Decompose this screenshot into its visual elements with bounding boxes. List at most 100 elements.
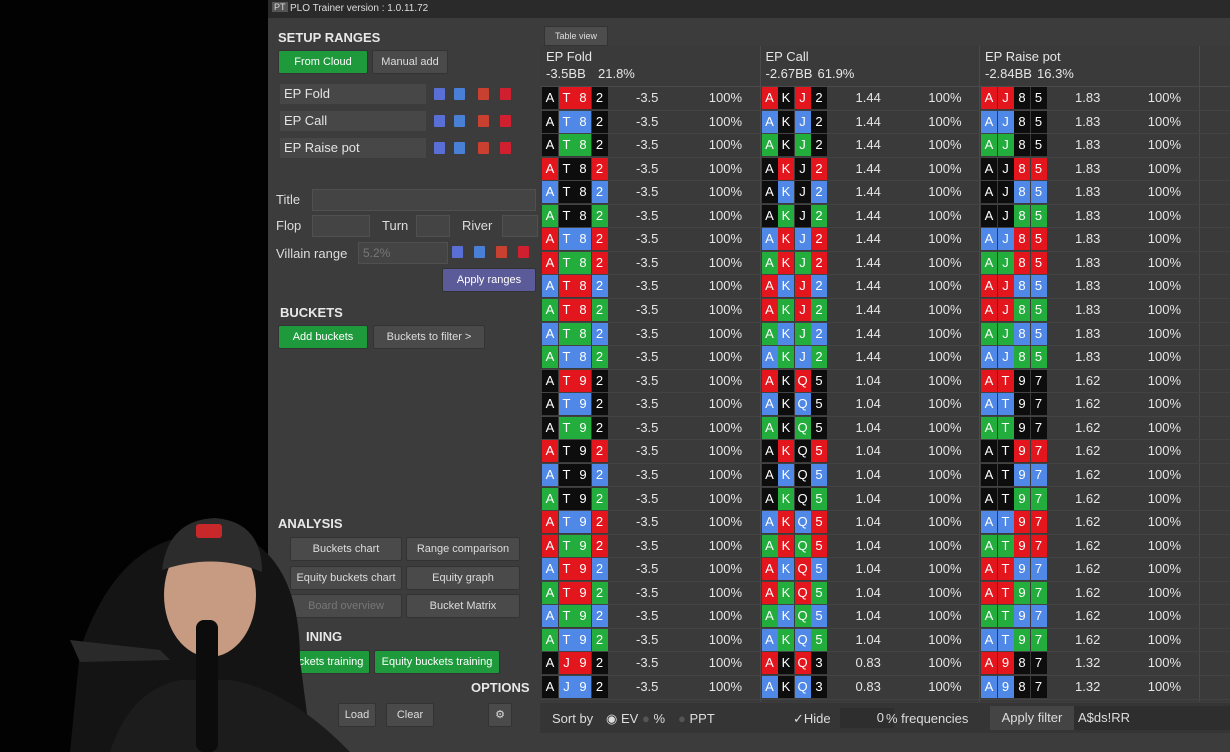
card: A [981,511,997,534]
load-button[interactable]: Load [338,703,376,727]
card: 7 [1030,463,1047,486]
frequency: 100% [928,584,962,600]
villain-icon[interactable] [474,246,485,258]
radio[interactable]: ● PPT [678,711,715,726]
analysis-button[interactable]: Equity buckets chart [290,566,402,590]
range-item[interactable]: EP Call [280,111,426,131]
range-icon[interactable] [434,88,445,100]
card: A [981,228,997,251]
card: A [542,204,558,227]
frequency: 100% [1147,372,1181,388]
checkbox[interactable]: ✓Hide [793,711,831,726]
range-icon[interactable] [434,142,445,154]
training-button[interactable]: Equity buckets training [374,650,500,674]
analysis-button[interactable]: Board overview [290,594,402,618]
ev-value: -3.5 [636,278,659,294]
ev-value: -3.5 [636,679,659,694]
from-cloud-button[interactable]: From Cloud [278,50,368,74]
title-input[interactable] [312,189,536,211]
card: J [997,87,1014,109]
card: K [778,628,794,651]
range-item[interactable]: EP Raise pot [280,138,426,158]
frequency: 100% [928,254,962,270]
ev-value: 1.04 [855,490,881,506]
frequency: 100% [928,90,962,105]
training-button[interactable]: ckets training [292,650,370,674]
range-icon[interactable] [500,115,511,127]
radio[interactable]: ◉ EV [606,711,639,726]
clear-button[interactable]: Clear [386,703,434,727]
card: 8 [1014,299,1030,322]
ev-value: 1.83 [1075,137,1101,153]
card: 9 [1014,511,1030,534]
card: A [981,605,997,628]
card: A [542,416,558,439]
frequency: 100% [708,631,742,647]
range-icon[interactable] [478,88,489,100]
villain-icon[interactable] [496,246,507,258]
card: 9 [575,676,591,698]
range-icon[interactable] [500,88,511,100]
manual-add-button[interactable]: Manual add [372,50,448,74]
label: Title [276,192,301,207]
range-icon[interactable] [478,115,489,127]
column-border [759,46,761,702]
range-icon[interactable] [454,142,465,154]
ev-value: 1.62 [1075,490,1101,506]
card: 9 [575,558,591,581]
ev-value: -3.5 [636,137,659,153]
card: 2 [591,181,608,204]
row-line [540,250,1230,252]
villain-input[interactable]: 5.2% [358,242,448,264]
card: 9 [1014,628,1030,651]
ev-value: 1.62 [1075,419,1101,435]
row-line [540,651,1230,653]
buckets-filter-button[interactable]: Buckets to filter > [373,325,485,349]
range-item[interactable]: EP Fold [280,84,426,104]
ev-value: -3.5 [636,608,659,624]
card: 5 [811,416,827,439]
frequency: 100% [708,184,742,200]
frequency: 100% [1147,231,1181,247]
add-buckets-button[interactable]: Add buckets [278,325,368,349]
ev-value: -3.5 [636,443,659,459]
villain-icon[interactable] [518,246,529,258]
spin-input[interactable]: 0 [840,708,894,728]
card: 7 [1030,558,1047,581]
card: A [542,652,558,675]
frequency: 100% [708,396,742,412]
range-icon[interactable] [500,142,511,154]
apply-filter-button[interactable]: Apply filter [990,706,1074,730]
card: 7 [1030,628,1047,651]
row-line [540,604,1230,606]
column-ev: -2.84BB [985,66,1032,81]
radio[interactable]: ● % [642,711,666,726]
card: A [761,134,778,157]
card: A [981,181,997,204]
card: 5 [1030,346,1047,369]
range-icon[interactable] [434,115,445,127]
river-input[interactable] [502,215,538,237]
analysis-button[interactable]: Bucket Matrix [406,594,520,618]
card: J [794,181,811,204]
turn-input[interactable] [416,215,450,237]
analysis-button[interactable]: Equity graph [406,566,520,590]
tab[interactable]: Table view [544,26,608,46]
ev-value: 1.62 [1075,584,1101,600]
range-icon[interactable] [454,88,465,100]
card: 8 [1014,87,1030,109]
card: A [981,393,997,416]
analysis-button[interactable]: Range comparison [406,537,520,561]
card: 2 [591,511,608,534]
flop-input[interactable] [312,215,370,237]
filter-input[interactable]: A$ds!RR [1074,706,1230,730]
range-icon[interactable] [454,115,465,127]
apply-ranges-button[interactable]: Apply ranges [442,268,536,292]
analysis-button[interactable]: Buckets chart [290,537,402,561]
ev-value: -3.5 [636,584,659,600]
range-icon[interactable] [478,142,489,154]
settings-button[interactable]: ⚙ [488,703,512,727]
villain-icon[interactable] [452,246,463,258]
frequency: 100% [1147,490,1181,506]
card: 2 [811,181,827,204]
